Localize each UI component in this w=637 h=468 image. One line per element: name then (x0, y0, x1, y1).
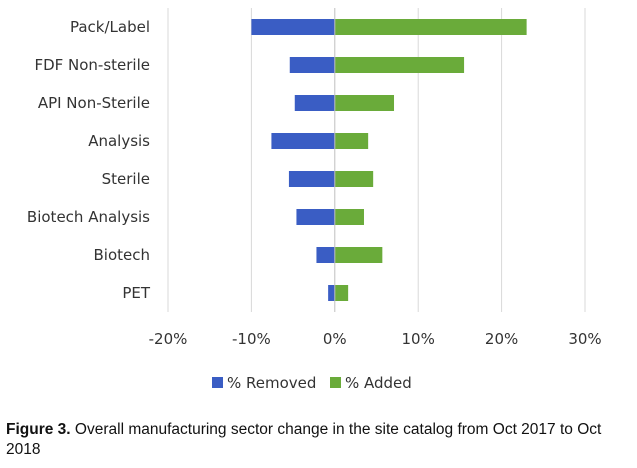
category-labels: Pack/Label FDF Non-sterile API Non-Sterile… (27, 18, 151, 302)
bar-removed-6 (316, 247, 335, 263)
bar-added-3 (334, 133, 369, 149)
bar-added-1 (334, 57, 465, 73)
bar-added-6 (334, 247, 383, 263)
bar-removed-3 (271, 133, 335, 149)
bar-added-2 (334, 95, 395, 111)
bar-added-7 (334, 285, 349, 301)
category-label-0: Pack/Label (70, 18, 150, 36)
category-label-1: FDF Non-sterile (34, 56, 150, 74)
legend-removed-swatch (212, 377, 223, 388)
bar-removed-5 (296, 209, 335, 225)
legend-added-label: % Added (345, 374, 412, 392)
gridlines (167, 8, 586, 312)
x-tick-label-5: 30% (568, 330, 601, 348)
bar-added-4 (334, 171, 374, 187)
bar-removed-2 (294, 95, 335, 111)
legend: % Removed % Added (212, 374, 412, 392)
bar-removed-7 (328, 285, 335, 301)
caption-bold: Figure 3. (6, 421, 71, 438)
caption-text: Overall manufacturing sector change in t… (6, 421, 602, 458)
bar-removed-0 (251, 19, 335, 35)
x-tick-label-0: -20% (149, 330, 188, 348)
category-label-7: PET (122, 284, 151, 302)
chart: Pack/Label FDF Non-sterile API Non-Sterile… (27, 8, 602, 392)
category-label-3: Analysis (88, 132, 150, 150)
bar-removed-1 (289, 57, 335, 73)
x-tick-label-3: 10% (402, 330, 435, 348)
category-label-5: Biotech Analysis (27, 208, 150, 226)
bar-removed-4 (288, 171, 335, 187)
bars (251, 19, 527, 301)
category-label-4: Sterile (102, 170, 150, 188)
tick-labels: -20% -10% 0% 10% 20% 30% (149, 330, 602, 348)
figure-caption: Figure 3. Overall manufacturing sector c… (6, 420, 631, 460)
category-label-6: Biotech (94, 246, 151, 264)
legend-added-swatch (330, 377, 341, 388)
x-tick-label-2: 0% (323, 330, 347, 348)
category-label-2: API Non-Sterile (38, 94, 150, 112)
x-tick-label-4: 20% (485, 330, 518, 348)
bar-added-5 (334, 209, 364, 225)
x-tick-label-1: -10% (232, 330, 271, 348)
bar-added-0 (334, 19, 527, 35)
legend-removed-label: % Removed (227, 374, 316, 392)
